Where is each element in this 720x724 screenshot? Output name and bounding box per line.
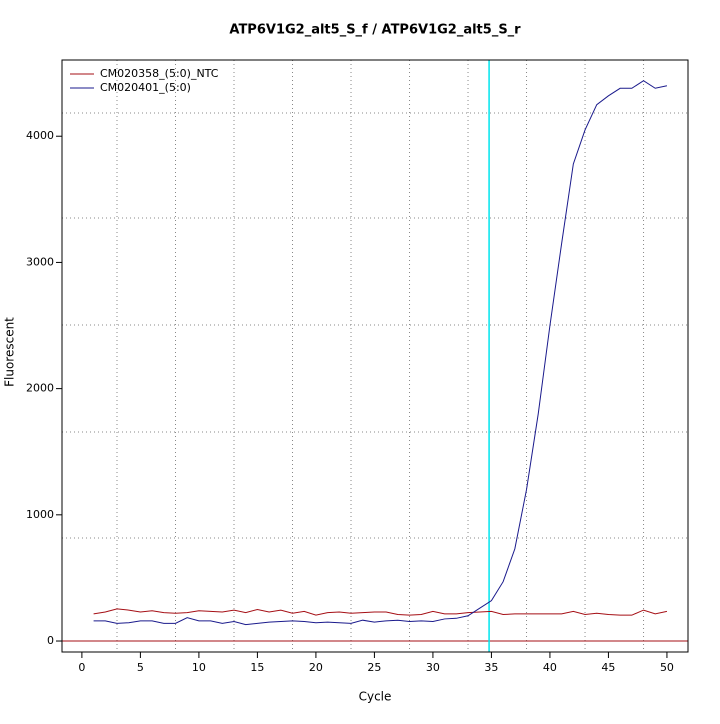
y-tick-label: 4000: [26, 129, 54, 142]
y-tick-label: 1000: [26, 508, 54, 521]
chart-title: ATP6V1G2_alt5_S_f / ATP6V1G2_alt5_S_r: [229, 23, 521, 38]
legend-label: CM020401_(5:0): [100, 81, 191, 94]
x-tick-label: 50: [660, 661, 674, 674]
x-tick-label: 15: [250, 661, 264, 674]
x-tick-label: 30: [426, 661, 440, 674]
y-tick-label: 3000: [26, 255, 54, 268]
x-tick-label: 40: [543, 661, 557, 674]
x-tick-label: 45: [601, 661, 615, 674]
x-tick-label: 25: [367, 661, 381, 674]
x-tick-label: 0: [78, 661, 85, 674]
y-tick-label: 0: [47, 634, 54, 647]
x-tick-label: 5: [137, 661, 144, 674]
x-tick-label: 10: [192, 661, 206, 674]
x-axis-label: Cycle: [359, 690, 392, 704]
x-tick-label: 35: [484, 661, 498, 674]
series-line: [93, 80, 668, 626]
y-axis-label: Fluorescent: [3, 317, 17, 387]
x-tick-label: 20: [309, 661, 323, 674]
plot-frame: [61, 59, 689, 653]
series-line: [93, 608, 668, 616]
legend-label: CM020358_(5:0)_NTC: [100, 67, 219, 80]
y-tick-label: 2000: [26, 382, 54, 395]
